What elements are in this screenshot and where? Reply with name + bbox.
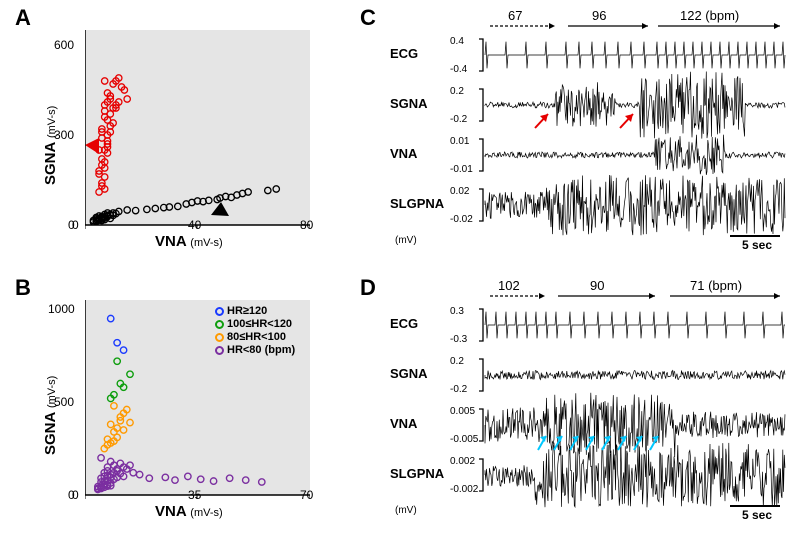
unit-label: (mV) xyxy=(395,235,417,246)
hr-value: 122 (bpm) xyxy=(680,8,739,23)
tick: 35 xyxy=(188,488,201,502)
panel-c-red-arrows xyxy=(480,108,730,133)
panel-b-xlabel: VNA (mV-s) xyxy=(155,503,223,520)
scale-bar xyxy=(730,235,780,237)
tick: 0 xyxy=(68,488,75,502)
hr-value: 102 xyxy=(498,278,520,293)
trace-label-ecg: ECG xyxy=(390,46,418,61)
tick: 70 xyxy=(300,488,313,502)
tick: 0.3 xyxy=(450,306,464,317)
trace-label-sgna: SGNA xyxy=(390,96,428,111)
tick: -0.2 xyxy=(450,114,467,125)
legend-item: HR≥120 xyxy=(215,305,295,317)
hr-value: 96 xyxy=(592,8,606,23)
trace-slgpna xyxy=(485,186,785,224)
tick: 0 xyxy=(68,218,75,232)
legend-item: 80≤HR<100 xyxy=(215,331,295,343)
unit-label: (mV) xyxy=(395,505,417,516)
panel-a-ylabel: SGNA (mV-s) xyxy=(42,106,59,185)
trace-label-vna: VNA xyxy=(390,146,417,161)
tick: 40 xyxy=(188,218,201,232)
legend-circle-icon xyxy=(215,320,224,329)
legend-circle-icon xyxy=(215,307,224,316)
trace-label-slgpna: SLGPNA xyxy=(390,466,444,481)
panel-b-label: B xyxy=(15,275,31,301)
trace-label-vna: VNA xyxy=(390,416,417,431)
trace-ecg xyxy=(485,36,785,74)
trace-slgpna xyxy=(485,456,785,494)
tick: 300 xyxy=(54,128,74,142)
tick: 0.005 xyxy=(450,406,475,417)
tick: -0.02 xyxy=(450,214,473,225)
legend-circle-icon xyxy=(215,333,224,342)
hr-value: 71 (bpm) xyxy=(690,278,742,293)
trace-ecg xyxy=(485,306,785,344)
legend-item: HR<80 (bpm) xyxy=(215,344,295,356)
tick: 0.4 xyxy=(450,36,464,47)
scale-bar xyxy=(730,505,780,507)
tick: -0.005 xyxy=(450,434,478,445)
tick: -0.01 xyxy=(450,164,473,175)
panel-a-axes xyxy=(85,30,310,230)
tick: 0.01 xyxy=(450,136,469,147)
tick: -0.2 xyxy=(450,384,467,395)
trace-vna xyxy=(485,136,785,174)
panel-d-hr-arrows xyxy=(490,284,800,304)
tick: 0.2 xyxy=(450,356,464,367)
panel-c-label: C xyxy=(360,5,376,31)
tick: -0.4 xyxy=(450,64,467,75)
legend-circle-icon xyxy=(215,346,224,355)
tick: 0.02 xyxy=(450,186,469,197)
panel-a-label: A xyxy=(15,5,31,31)
tick: 0.002 xyxy=(450,456,475,467)
tick: -0.002 xyxy=(450,484,478,495)
hr-value: 90 xyxy=(590,278,604,293)
hr-value: 67 xyxy=(508,8,522,23)
panel-b-ylabel: SGNA (mV-s) xyxy=(42,376,59,455)
tick: 1000 xyxy=(48,302,75,316)
scale-text: 5 sec xyxy=(742,238,772,252)
tick: -0.3 xyxy=(450,334,467,345)
tick: 80 xyxy=(300,218,313,232)
trace-sgna xyxy=(485,356,785,394)
panel-d-cyan-arrows xyxy=(530,430,710,455)
panel-c-hr-arrows xyxy=(490,14,800,34)
scale-text: 5 sec xyxy=(742,508,772,522)
panel-b-legend: HR≥120 100≤HR<120 80≤HR<100 HR<80 (bpm) xyxy=(215,305,295,357)
trace-label-ecg: ECG xyxy=(390,316,418,331)
trace-label-sgna: SGNA xyxy=(390,366,428,381)
trace-label-slgpna: SLGPNA xyxy=(390,196,444,211)
tick: 600 xyxy=(54,38,74,52)
panel-d-label: D xyxy=(360,275,376,301)
legend-item: 100≤HR<120 xyxy=(215,318,295,330)
panel-a-xlabel: VNA (mV-s) xyxy=(155,233,223,250)
tick: 0.2 xyxy=(450,86,464,97)
tick: 500 xyxy=(54,395,74,409)
